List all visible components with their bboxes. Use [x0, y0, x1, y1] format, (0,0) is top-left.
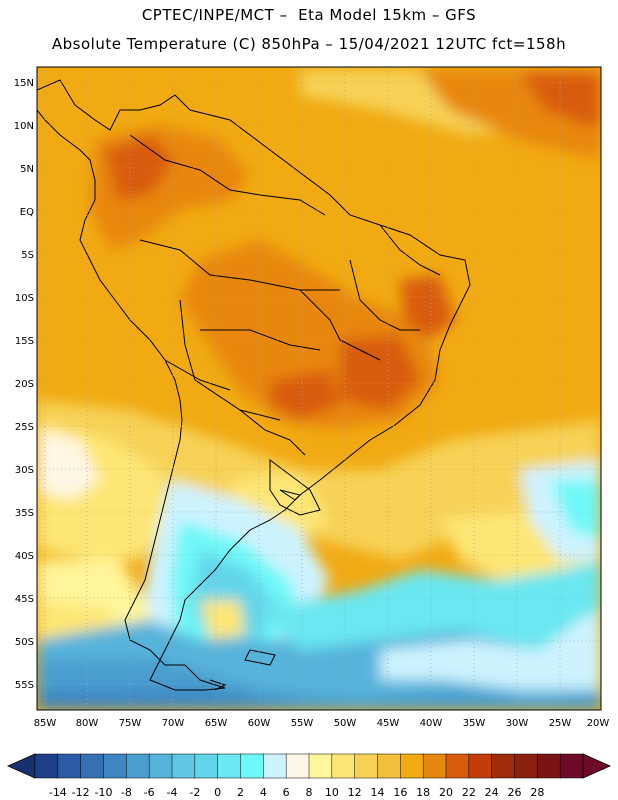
lon-label: 65W: [205, 718, 228, 729]
lat-label: 30S: [15, 465, 34, 476]
colorbar-swatch: [491, 753, 516, 779]
colorbar-swatch: [57, 753, 82, 779]
colorbar-tick-label: 26: [508, 786, 522, 799]
colorbar-tick-label: 12: [348, 786, 362, 799]
colorbar: -14 -12 -10 -8 -6 -4 -2 0 2 4 6 8 10 12 14 16 18 20 22 24 26…: [7, 753, 611, 799]
colorbar-tick-label: 20: [439, 786, 453, 799]
lat-label: EQ: [20, 207, 34, 218]
colorbar-tick-label: -6: [144, 786, 155, 799]
temperature-field: [37, 67, 601, 710]
colorbar-swatch: [308, 753, 333, 779]
lat-label: 15S: [15, 336, 34, 347]
colorbar-tick-label: 8: [306, 786, 313, 799]
lat-label: 45S: [15, 594, 34, 605]
colorbar-swatch: [217, 753, 242, 779]
colorbar-swatch: [285, 753, 310, 779]
lat-label: 55S: [15, 680, 34, 691]
lat-label: 15N: [14, 78, 34, 89]
lat-label: 5N: [20, 164, 34, 175]
colorbar-swatch: [194, 753, 219, 779]
colorbar-tick-label: 18: [416, 786, 430, 799]
colorbar-swatch: [263, 753, 287, 779]
colorbar-tick-label: -14: [49, 786, 67, 799]
longitude-labels: 85W 80W 75W 70W 65W 60W 55W 50W 45W 40W …: [34, 718, 610, 729]
lon-label: 25W: [549, 718, 572, 729]
lat-label: 25S: [15, 422, 34, 433]
lon-label: 80W: [76, 718, 99, 729]
colorbar-tick-label: 14: [371, 786, 385, 799]
lat-label: 10S: [15, 293, 34, 304]
lon-label: 35W: [463, 718, 486, 729]
lon-label: 45W: [377, 718, 400, 729]
lat-label: 35S: [15, 508, 34, 519]
colorbar-tick-label: 28: [530, 786, 544, 799]
colorbar-tick-label: -2: [189, 786, 200, 799]
colorbar-tick-label: -8: [121, 786, 132, 799]
map-frame: [36, 66, 602, 711]
colorbar-swatch: [445, 753, 470, 779]
colorbar-segments: [34, 753, 584, 779]
colorbar-swatch: [468, 753, 493, 779]
lon-label: 55W: [291, 718, 314, 729]
colorbar-tick-label: 10: [325, 786, 339, 799]
colorbar-tick-label: 2: [237, 786, 244, 799]
colorbar-swatch: [331, 753, 356, 779]
map-title-model: CPTEC/INPE/MCT – Eta Model 15km – GFS: [141, 6, 477, 24]
colorbar-swatch: [171, 753, 196, 779]
colorbar-swatch: [80, 753, 105, 779]
colorbar-swatch: [240, 753, 265, 779]
colorbar-low-arrow: [7, 753, 36, 779]
colorbar-tick-label: -4: [167, 786, 178, 799]
colorbar-swatch: [103, 753, 128, 779]
lon-label: 20W: [587, 718, 610, 729]
colorbar-swatch: [537, 753, 561, 779]
colorbar-swatch: [126, 753, 150, 779]
colorbar-tick-label: 0: [214, 786, 221, 799]
lon-label: 60W: [248, 718, 271, 729]
lon-label: 40W: [420, 718, 443, 729]
lon-label: 50W: [334, 718, 357, 729]
lat-label: 40S: [15, 551, 34, 562]
colorbar-high-arrow: [582, 753, 611, 779]
colorbar-swatch: [400, 753, 424, 779]
colorbar-swatch: [354, 753, 379, 779]
colorbar-swatch: [377, 753, 402, 779]
lat-label: 10N: [14, 121, 34, 132]
coastline: [37, 79, 471, 691]
colorbar-tick-label: 6: [283, 786, 290, 799]
latitude-labels: 15N 10N 5N EQ 5S 10S 15S 20S 25S 30S 35S…: [14, 78, 34, 691]
lon-label: 75W: [119, 718, 142, 729]
colorbar-tick-labels: -14 -12 -10 -8 -6 -4 -2 0 2 4 6 8 10 12 14 16 18 20 22 24 26…: [49, 786, 544, 799]
lat-label: 5S: [21, 250, 34, 261]
colorbar-swatch: [422, 753, 447, 779]
map-title-field: Absolute Temperature (C) 850hPa – 15/04/…: [51, 35, 567, 53]
colorbar-tick-label: 24: [485, 786, 499, 799]
colorbar-tick-label: 16: [393, 786, 407, 799]
colorbar-swatch: [34, 753, 59, 779]
colorbar-swatch: [559, 753, 584, 779]
lon-label: 70W: [162, 718, 185, 729]
colorbar-tick-label: 4: [260, 786, 267, 799]
colorbar-swatch: [148, 753, 173, 779]
colorbar-tick-label: -12: [72, 786, 90, 799]
colorbar-swatch: [514, 753, 539, 779]
colorbar-tick-label: -10: [95, 786, 113, 799]
lat-label: 50S: [15, 637, 34, 648]
lon-label: 30W: [506, 718, 529, 729]
colorbar-tick-label: 22: [462, 786, 476, 799]
lon-label: 85W: [34, 718, 57, 729]
lat-label: 20S: [15, 379, 34, 390]
